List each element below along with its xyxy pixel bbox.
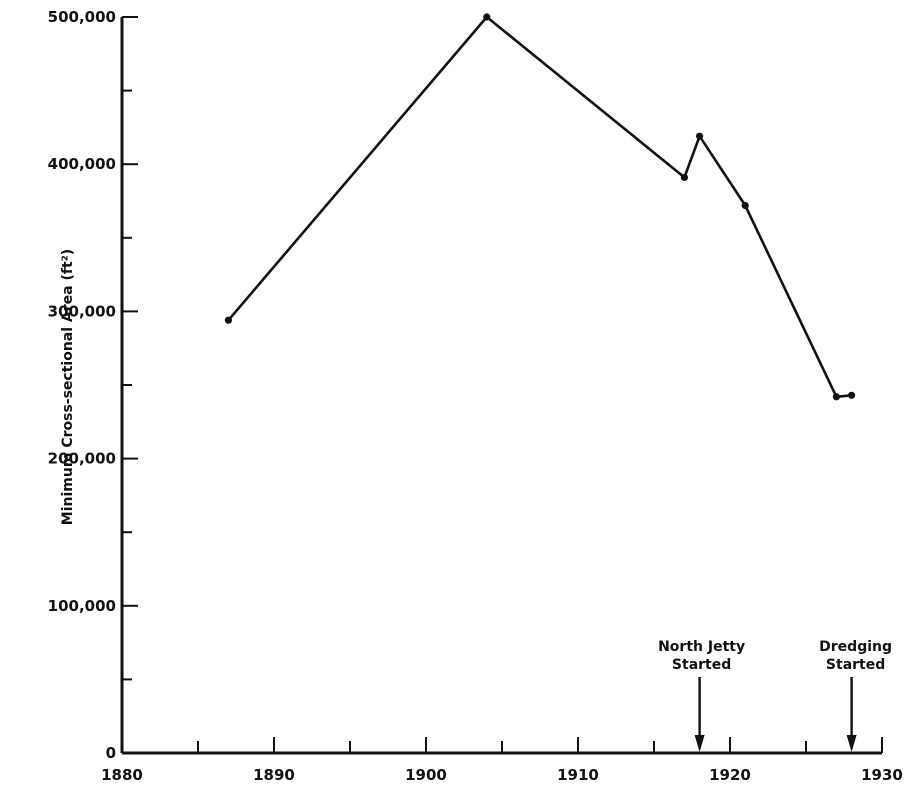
y-ticks: 0 100,000 200,000 300,000 400,000 500,000 — [48, 8, 138, 762]
y-tick-label: 200,000 — [48, 450, 116, 468]
data-point — [696, 132, 704, 140]
x-tick-label: 1920 — [709, 766, 751, 784]
data-point — [680, 173, 689, 182]
data-point — [224, 316, 232, 324]
annotation-arrow-head — [694, 735, 705, 752]
annotation-label-line1: North Jetty — [658, 639, 745, 655]
data-line — [227, 15, 852, 399]
x-tick-label: 1930 — [861, 766, 903, 784]
x-tick-label: 1890 — [253, 766, 295, 784]
data-point — [848, 391, 856, 399]
y-tick-label: 100,000 — [48, 597, 116, 615]
y-axis-title: Minimum Cross-sectional Area (ft²) — [60, 249, 76, 525]
y-tick-label: 0 — [106, 744, 116, 762]
annotations: North Jetty Started Dredging Started — [658, 639, 892, 752]
y-tick-label: 500,000 — [48, 8, 116, 26]
x-tick-label: 1900 — [405, 766, 447, 784]
data-point — [832, 393, 841, 401]
annotation-label-line1: Dredging — [819, 639, 892, 655]
axes — [120, 17, 882, 755]
y-tick-label: 300,000 — [48, 302, 116, 320]
data-series — [224, 13, 856, 401]
x-tick-label: 1910 — [557, 766, 599, 784]
x-tick-label: 1880 — [101, 766, 143, 784]
y-tick-label: 400,000 — [48, 155, 116, 173]
x-ticks: 1880 1890 1900 1910 1920 1930 — [101, 737, 903, 784]
data-point — [741, 201, 749, 210]
data-point — [483, 13, 491, 21]
annotation-label-line2: Started — [672, 657, 731, 673]
annotation-label-line2: Started — [826, 657, 885, 673]
annotation-arrow-head — [846, 735, 857, 752]
